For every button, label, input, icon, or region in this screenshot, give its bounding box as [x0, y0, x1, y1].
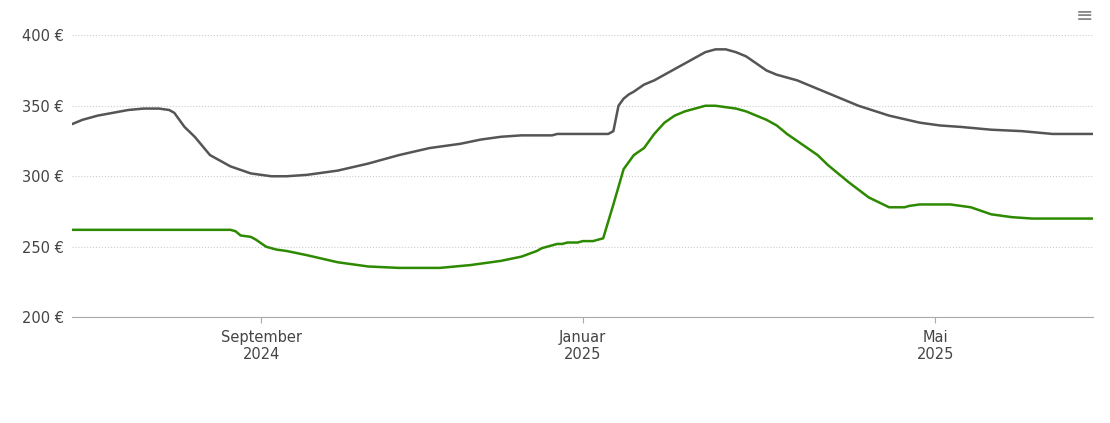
- Text: ≡: ≡: [1076, 6, 1093, 26]
